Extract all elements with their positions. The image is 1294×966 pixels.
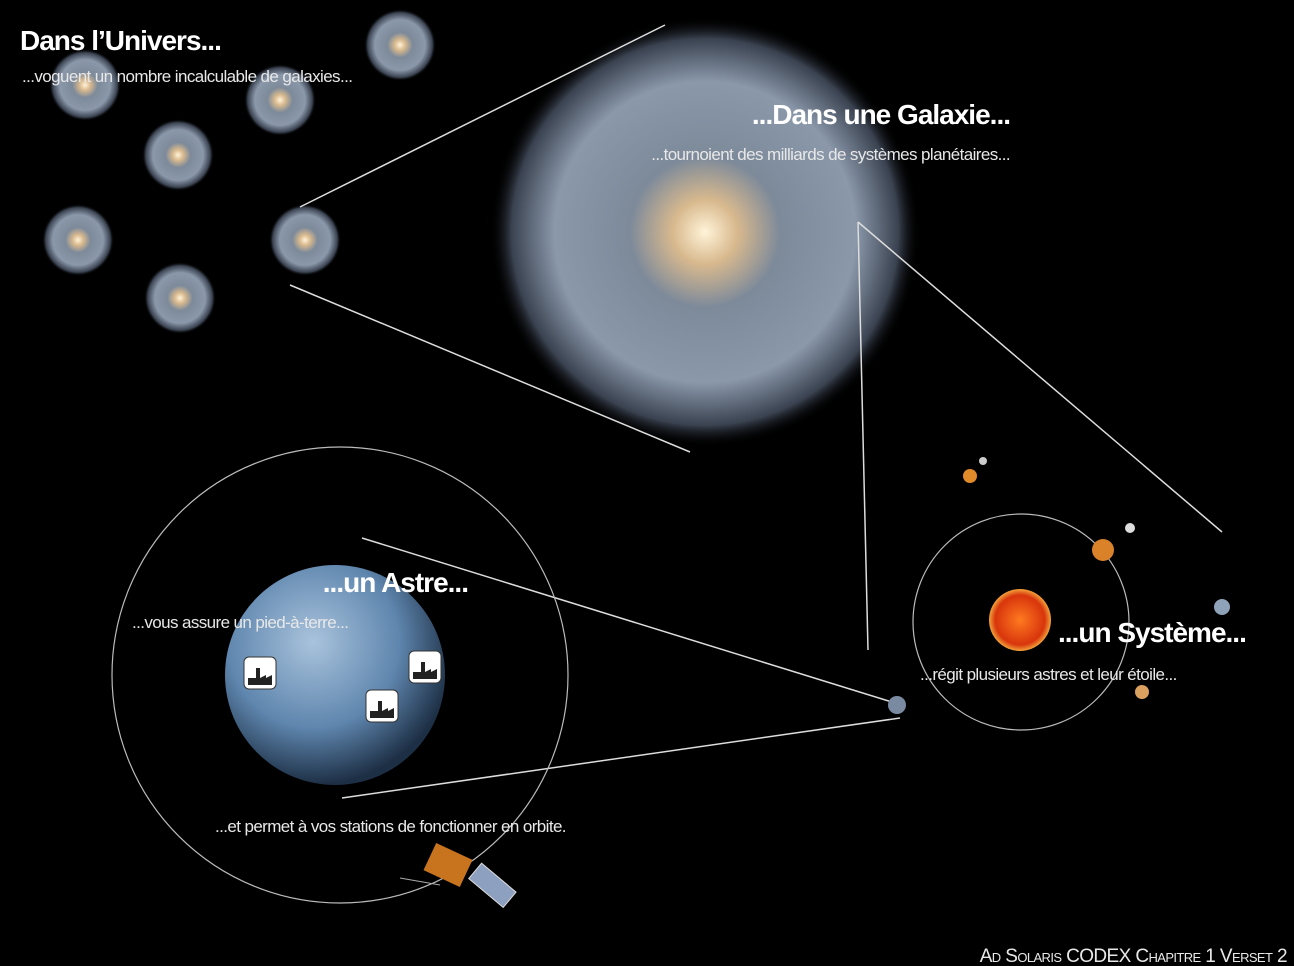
small-planet xyxy=(888,696,906,714)
planet-dot xyxy=(1214,599,1230,615)
planet-dot xyxy=(979,457,987,465)
star xyxy=(989,589,1051,651)
planet-dot xyxy=(1092,539,1114,561)
astre-title: ...un Astre... xyxy=(323,567,468,598)
galaxy xyxy=(364,9,436,81)
systeme-text: ...régit plusieurs astres et leur étoile… xyxy=(920,665,1177,684)
galaxy xyxy=(144,262,216,334)
footer: Ad Solaris CODEX Chapitre 1 Verset 2 xyxy=(980,946,1287,966)
galaxie-text: ...tournoient des milliards de systèmes … xyxy=(651,145,1010,164)
planet-dot xyxy=(963,469,977,483)
univers-text: ...voguent un nombre incalculable de gal… xyxy=(22,67,352,86)
astre-text: ...vous assure un pied-à-terre... xyxy=(132,613,348,632)
univers-title: Dans l’Univers... xyxy=(20,25,221,56)
planet-dot xyxy=(1125,523,1135,533)
galaxy xyxy=(142,119,214,191)
planet-dot xyxy=(1135,685,1149,699)
galaxie-title: ...Dans une Galaxie... xyxy=(752,99,1010,130)
big-galaxy xyxy=(490,17,920,447)
galaxy xyxy=(269,204,341,276)
systeme-title: ...un Système... xyxy=(1058,617,1246,648)
infographic: Dans l’Univers... ...voguent un nombre i… xyxy=(0,0,1294,966)
galaxy xyxy=(42,204,114,276)
astre-orbit-text: ...et permet à vos stations de fonctionn… xyxy=(215,817,566,836)
